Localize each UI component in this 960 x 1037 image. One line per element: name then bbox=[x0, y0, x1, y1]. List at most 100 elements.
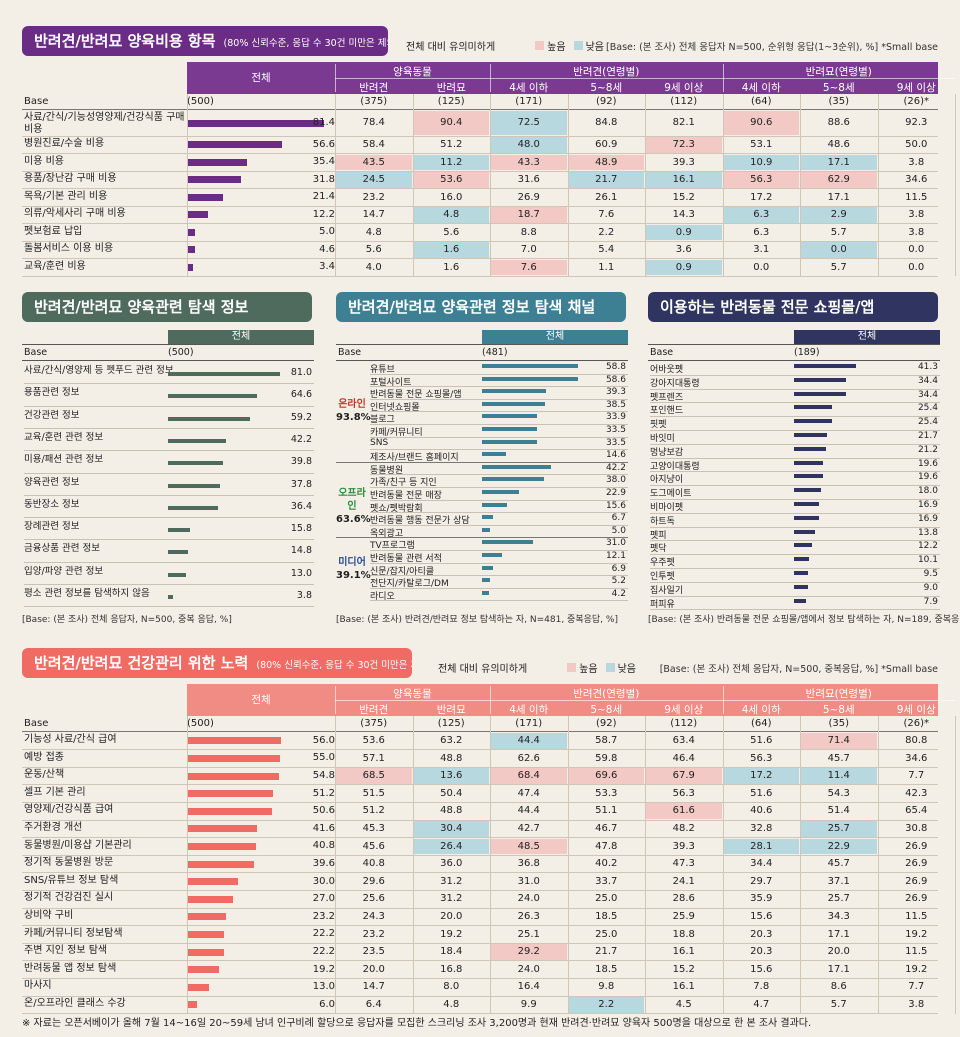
cell-value: 16.0 bbox=[440, 191, 463, 203]
cell-value: 48.6 bbox=[827, 139, 850, 150]
cell-value: 26.4 bbox=[413, 838, 489, 855]
total-value: 27.0 bbox=[312, 893, 335, 905]
item-label: 비마이펫 bbox=[650, 503, 684, 513]
cell-value: 25.9 bbox=[672, 911, 695, 922]
item-bar bbox=[168, 438, 227, 443]
cell-value: 17.1 bbox=[801, 154, 877, 170]
item-divider bbox=[24, 584, 314, 585]
base-value: (112) bbox=[670, 96, 698, 107]
item-bar bbox=[482, 439, 537, 444]
item-divider bbox=[650, 471, 940, 473]
cell-value: 56.3 bbox=[750, 752, 773, 764]
col-divider bbox=[722, 94, 724, 276]
cell-value: 84.8 bbox=[595, 117, 618, 128]
header-col: 9세 이상 bbox=[664, 704, 704, 716]
cell-value: 6.3 bbox=[723, 207, 799, 223]
cell-value: 54.3 bbox=[827, 787, 850, 799]
cell-value: 22.9 bbox=[801, 838, 877, 855]
channel-group-name: 온라인 bbox=[338, 399, 366, 411]
cell-value: 48.9 bbox=[568, 154, 644, 170]
item-value: 42.2 bbox=[605, 462, 626, 473]
item-divider bbox=[370, 524, 628, 526]
cell-value: 63.2 bbox=[440, 735, 463, 746]
cell-value: 23.2 bbox=[362, 928, 385, 940]
cell-value: 14.3 bbox=[672, 209, 695, 220]
item-bar bbox=[168, 461, 224, 466]
item-label: 미용/패션 관련 정보 bbox=[24, 454, 104, 466]
cell-value: 3.1 bbox=[753, 244, 770, 255]
cell-value: 6.4 bbox=[365, 999, 382, 1010]
header-col: 반려묘 bbox=[436, 82, 466, 94]
row-divider bbox=[22, 784, 938, 786]
bar bbox=[187, 193, 224, 201]
total-value: 13.0 bbox=[312, 981, 335, 993]
item-label: 양육관련 정보 bbox=[24, 476, 80, 488]
row-label: 반려동물 앱 정보 탐색 bbox=[24, 962, 117, 974]
panel-line bbox=[336, 344, 628, 345]
header-group: 양육동물 bbox=[393, 66, 432, 78]
base-total: (500) bbox=[187, 718, 214, 729]
legend-high-swatch bbox=[535, 41, 545, 50]
cell-value: 51.4 bbox=[827, 805, 850, 817]
cell-value: 20.0 bbox=[440, 911, 463, 922]
row-divider bbox=[22, 240, 938, 242]
cell-value: 26.1 bbox=[595, 191, 618, 203]
item-divider bbox=[650, 485, 940, 487]
item-bar bbox=[794, 557, 810, 562]
base-value: (500) bbox=[168, 347, 194, 358]
cell-value: 31.0 bbox=[517, 875, 540, 887]
item-value: 37.8 bbox=[290, 478, 312, 490]
item-value: 12.2 bbox=[917, 541, 938, 552]
legend-low-label: 낮음 bbox=[585, 42, 604, 53]
cell-value: 34.6 bbox=[905, 174, 928, 185]
col-divider bbox=[412, 716, 414, 1014]
cell-value: 56.3 bbox=[723, 172, 799, 188]
item-bar bbox=[168, 483, 221, 488]
section2-subtitle: (80% 신뢰수준, 응답 수 30건 미만은 제외) bbox=[256, 660, 412, 671]
cell-value: 4.5 bbox=[675, 999, 692, 1010]
cell-value: 11.5 bbox=[905, 911, 928, 922]
cell-value: 16.8 bbox=[440, 963, 463, 975]
cell-value: 13.6 bbox=[413, 768, 489, 784]
cell-value: 25.0 bbox=[595, 893, 618, 905]
item-divider bbox=[370, 411, 628, 413]
item-value: 42.2 bbox=[290, 433, 312, 445]
row-label: 영양제/건강식품 급여 bbox=[24, 804, 114, 816]
row-label: 돌봄서비스 이용 비용 bbox=[24, 243, 114, 254]
bar bbox=[187, 860, 254, 868]
cell-value: 0.0 bbox=[908, 244, 925, 255]
header-divider bbox=[722, 700, 955, 701]
item-divider bbox=[370, 512, 628, 514]
cell-value: 25.1 bbox=[517, 928, 540, 940]
item-label: 어바웃펫 bbox=[650, 365, 684, 375]
item-divider bbox=[370, 474, 628, 476]
cell-value: 0.9 bbox=[646, 259, 722, 275]
cell-value: 2.2 bbox=[598, 226, 615, 238]
search-channel-panel: 전체 Base (481) 유튜브 58.8 포털사이트 58.6 반려동물 전문 쇼핑몰/앱… bbox=[336, 330, 628, 610]
cell-value: 72.5 bbox=[491, 111, 567, 135]
row-label: 교육/훈련 비용 bbox=[24, 260, 86, 272]
cell-value: 51.5 bbox=[362, 787, 385, 799]
cell-value: 9.8 bbox=[598, 981, 615, 993]
cell-value: 63.4 bbox=[672, 735, 695, 746]
bar bbox=[187, 895, 233, 903]
row-divider bbox=[22, 837, 938, 839]
cell-value: 16.4 bbox=[517, 981, 540, 993]
row-divider bbox=[22, 188, 938, 189]
cell-value: 0.0 bbox=[753, 261, 770, 273]
item-value: 9.0 bbox=[923, 582, 938, 593]
section1-title-text: 반려견/반려묘 양육비용 항목 bbox=[34, 32, 216, 50]
row-label: SNS/유튜브 정보 탐색 bbox=[24, 874, 119, 886]
cell-value: 7.8 bbox=[753, 981, 770, 993]
col-divider bbox=[800, 716, 801, 1014]
header-group: 반려견(연령별) bbox=[573, 688, 640, 700]
section1-legend: 전체 대비 유의미하게 높음 낮음 bbox=[406, 38, 604, 53]
item-value: 25.4 bbox=[917, 403, 938, 414]
item-bar bbox=[482, 490, 520, 494]
cell-value: 21.7 bbox=[595, 946, 618, 958]
cell-value: 15.6 bbox=[750, 963, 773, 975]
row-label: 정기적 동물병원 방문 bbox=[24, 857, 114, 869]
cell-value: 68.4 bbox=[491, 768, 567, 784]
legend-high-label: 높음 bbox=[547, 42, 566, 53]
item-value: 21.7 bbox=[917, 431, 938, 441]
